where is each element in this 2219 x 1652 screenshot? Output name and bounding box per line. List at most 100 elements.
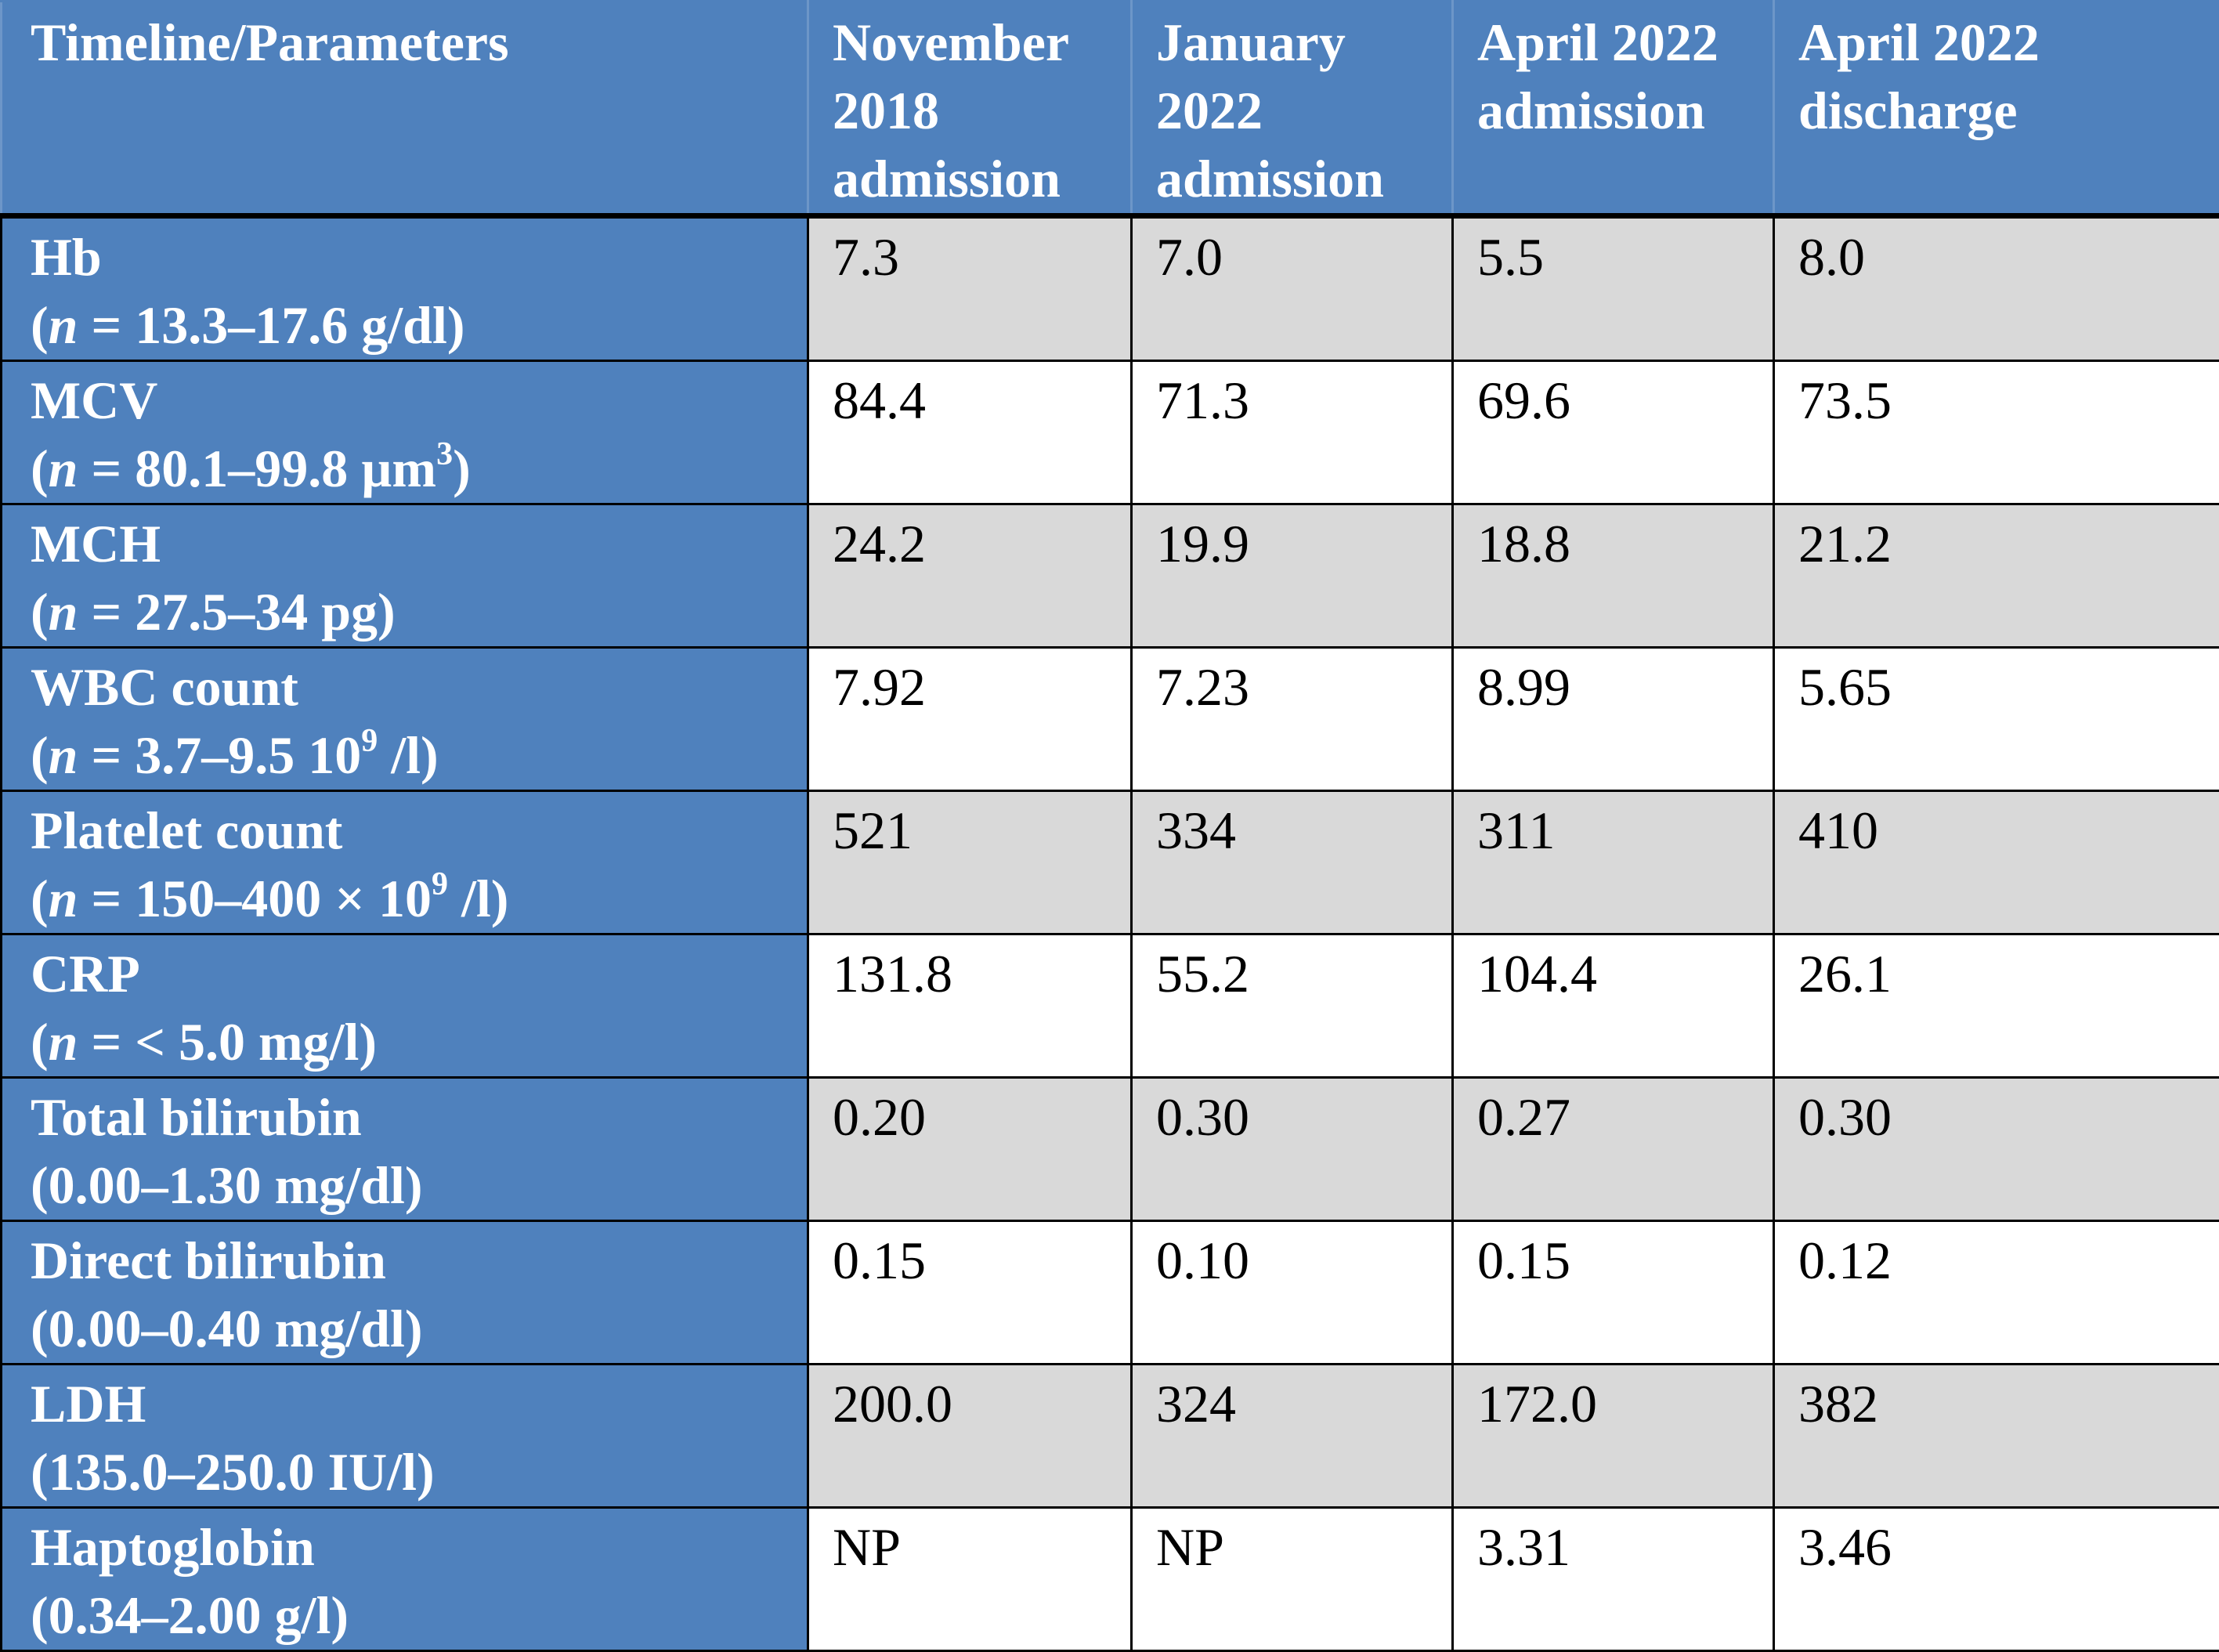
- value-cell: 0.12: [1774, 1221, 2219, 1365]
- parameter-cell: MCV(n = 80.1–99.8 µm3): [2, 361, 808, 504]
- parameter-cell: Hb(n = 13.3–17.6 g/dl): [2, 216, 808, 361]
- range-text: = 13.3–17.6 g/dl): [78, 295, 464, 355]
- value-cell: 172.0: [1453, 1365, 1774, 1508]
- value-cell: 0.30: [1132, 1078, 1453, 1221]
- value-cell: 382: [1774, 1365, 2219, 1508]
- range-prefix: (: [31, 439, 49, 498]
- range-text: = < 5.0 mg/l): [78, 1012, 377, 1072]
- range-text: = 80.1–99.8 µm: [78, 439, 436, 498]
- parameter-name: Total bilirubin: [31, 1083, 807, 1151]
- range-prefix: (: [31, 725, 49, 785]
- value-cell: 7.3: [808, 216, 1132, 361]
- range-n: n: [49, 582, 78, 642]
- header-line: 2022: [1156, 77, 1451, 145]
- header-line: discharge: [1798, 77, 2219, 145]
- value-cell: 69.6: [1453, 361, 1774, 504]
- parameter-name: LDH: [31, 1370, 807, 1438]
- header-line: April 2022: [1798, 9, 2219, 77]
- value-cell: 334: [1132, 791, 1453, 934]
- parameter-range: (n = 27.5–34 pg): [31, 578, 807, 646]
- parameter-name: Direct bilirubin: [31, 1227, 807, 1295]
- range-superscript: 9: [361, 723, 378, 759]
- header-line: November: [833, 9, 1130, 77]
- range-text: = 3.7–9.5 10: [78, 725, 361, 785]
- parameter-range: (n = 13.3–17.6 g/dl): [31, 291, 807, 360]
- range-text: (0.00–0.40 mg/dl): [31, 1299, 423, 1358]
- value-cell: NP: [808, 1508, 1132, 1651]
- parameter-range: (135.0–250.0 IU/l): [31, 1438, 807, 1506]
- value-cell: 311: [1453, 791, 1774, 934]
- parameter-name: WBC count: [31, 653, 807, 721]
- header-line: April 2022: [1477, 9, 1773, 77]
- range-n: n: [49, 439, 78, 498]
- parameter-cell: Platelet count(n = 150–400 × 109 /l): [2, 791, 808, 934]
- value-cell: 7.92: [808, 648, 1132, 791]
- value-cell: 19.9: [1132, 504, 1453, 648]
- range-prefix: (: [31, 869, 49, 928]
- value-cell: 55.2: [1132, 934, 1453, 1078]
- value-cell: 3.46: [1774, 1508, 2219, 1651]
- parameter-range: (0.34–2.00 g/l): [31, 1582, 807, 1650]
- parameter-cell: Haptoglobin(0.34–2.00 g/l): [2, 1508, 808, 1651]
- value-cell: 410: [1774, 791, 2219, 934]
- value-cell: 3.31: [1453, 1508, 1774, 1651]
- header-line: 2018: [833, 77, 1130, 145]
- range-n: n: [49, 295, 78, 355]
- value-cell: 131.8: [808, 934, 1132, 1078]
- parameter-cell: WBC count(n = 3.7–9.5 109 /l): [2, 648, 808, 791]
- range-text: = 150–400 × 10: [78, 869, 432, 928]
- parameter-name: Haptoglobin: [31, 1513, 807, 1582]
- parameter-cell: LDH(135.0–250.0 IU/l): [2, 1365, 808, 1508]
- value-cell: 0.27: [1453, 1078, 1774, 1221]
- value-cell: 8.99: [1453, 648, 1774, 791]
- range-suffix: /l): [378, 725, 438, 785]
- parameter-name: CRP: [31, 940, 807, 1008]
- range-text: (0.00–1.30 mg/dl): [31, 1155, 423, 1215]
- parameter-name: MCV: [31, 367, 807, 435]
- value-cell: 5.5: [1453, 216, 1774, 361]
- value-cell: 521: [808, 791, 1132, 934]
- range-text: (0.34–2.00 g/l): [31, 1585, 349, 1645]
- header-line: January: [1156, 9, 1451, 77]
- range-suffix: /l): [448, 869, 508, 928]
- range-n: n: [49, 869, 78, 928]
- header-line: Timeline/Parameters: [31, 9, 807, 77]
- parameter-range: (n = 150–400 × 109 /l): [31, 865, 807, 933]
- value-cell: 0.30: [1774, 1078, 2219, 1221]
- range-suffix: ): [453, 439, 471, 498]
- parameter-range: (n = < 5.0 mg/l): [31, 1008, 807, 1076]
- header-line: admission: [1156, 145, 1451, 213]
- parameter-cell: MCH(n = 27.5–34 pg): [2, 504, 808, 648]
- range-text: = 27.5–34 pg): [78, 582, 395, 642]
- value-cell: 71.3: [1132, 361, 1453, 504]
- value-cell: 7.0: [1132, 216, 1453, 361]
- header-april-2022-discharge: April 2022 discharge: [1774, 2, 2219, 216]
- range-prefix: (: [31, 582, 49, 642]
- value-cell: 84.4: [808, 361, 1132, 504]
- parameter-range: (n = 3.7–9.5 109 /l): [31, 721, 807, 790]
- range-superscript: 3: [436, 436, 453, 472]
- value-cell: 18.8: [1453, 504, 1774, 648]
- value-cell: 0.15: [1453, 1221, 1774, 1365]
- value-cell: 0.10: [1132, 1221, 1453, 1365]
- parameter-range: (n = 80.1–99.8 µm3): [31, 435, 807, 503]
- value-cell: 24.2: [808, 504, 1132, 648]
- parameter-cell: CRP(n = < 5.0 mg/l): [2, 934, 808, 1078]
- parameter-name: Hb: [31, 223, 807, 291]
- value-cell: 0.20: [808, 1078, 1132, 1221]
- value-cell: 26.1: [1774, 934, 2219, 1078]
- value-cell: 200.0: [808, 1365, 1132, 1508]
- header-april-2022-admission: April 2022 admission: [1453, 2, 1774, 216]
- value-cell: 324: [1132, 1365, 1453, 1508]
